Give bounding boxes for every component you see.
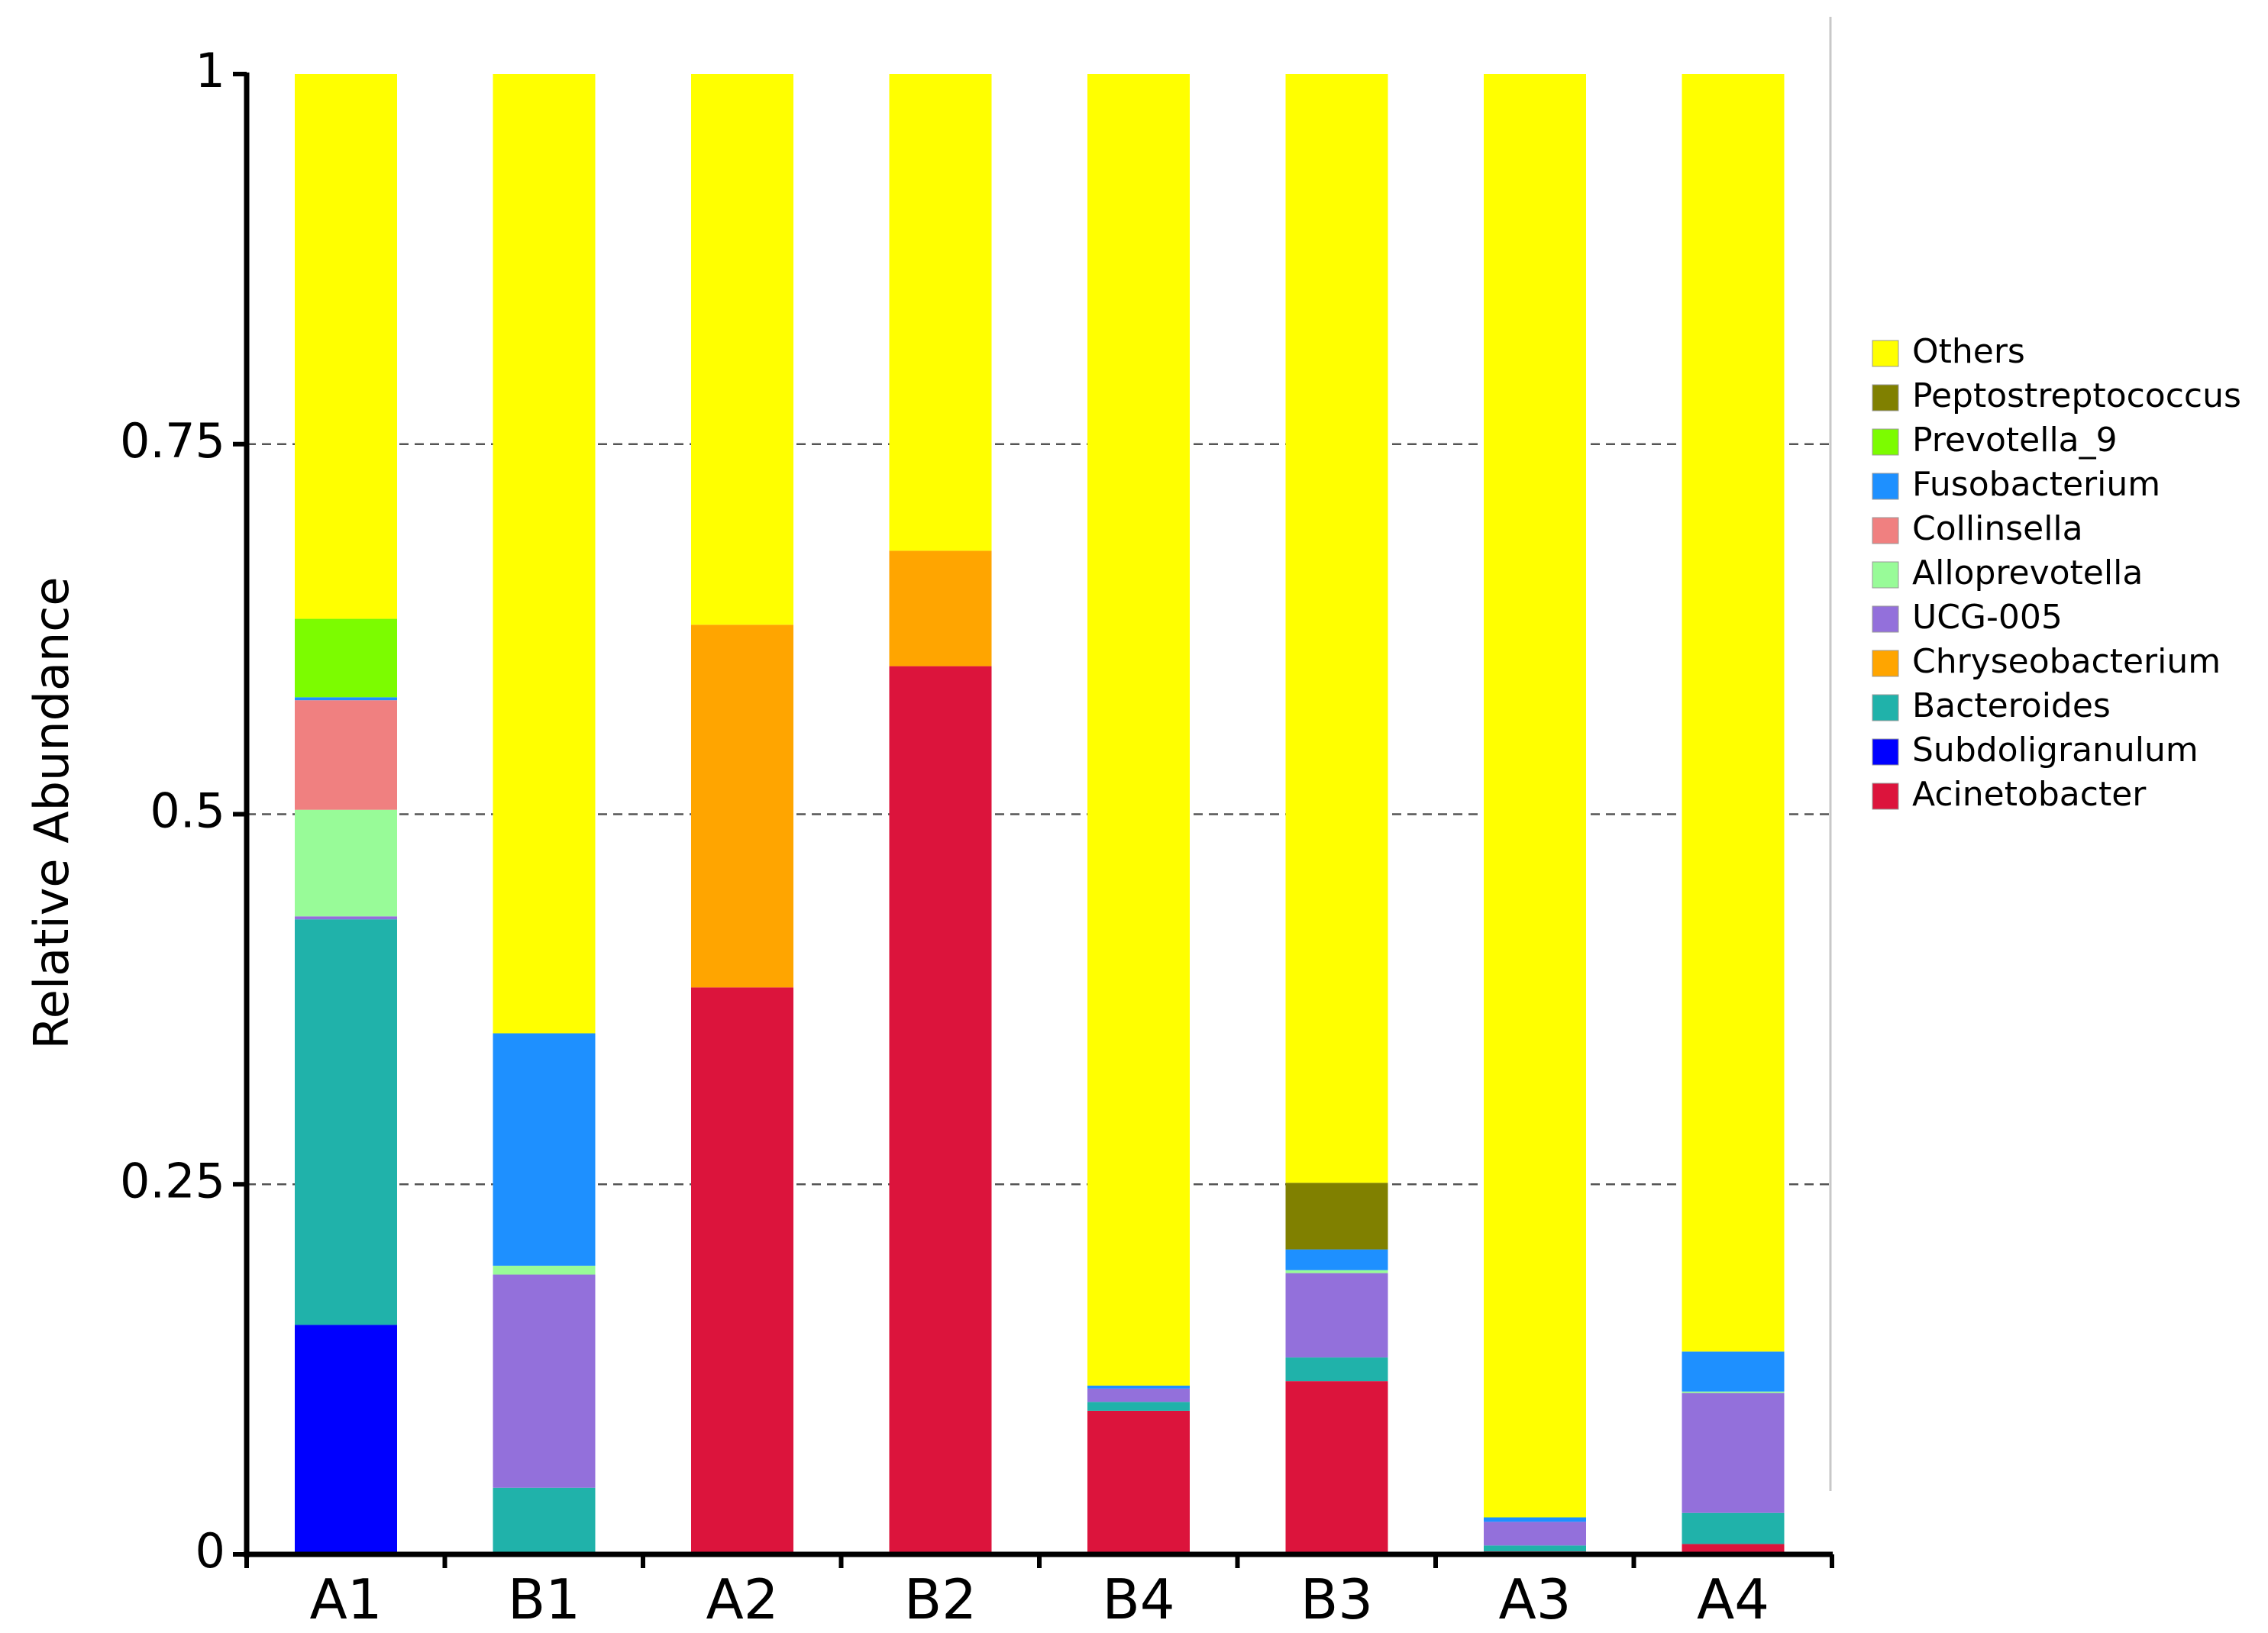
bar-segment-A1-UCG-005 [295, 916, 397, 920]
y-axis-label: Relative Abundance [24, 577, 79, 1050]
legend-label: Acinetobacter [1912, 775, 2147, 814]
legend-swatch [1872, 694, 1899, 721]
legend-swatch [1872, 605, 1899, 633]
bar-segment-B4-Bacteroides [1087, 1402, 1190, 1411]
bar-segment-B3-Fusobacterium [1285, 1249, 1388, 1270]
bar-segment-B3-Others [1285, 74, 1388, 1183]
bar-segment-A2-Chryseobacterium [691, 624, 793, 988]
bar-segment-B2-Chryseobacterium [889, 550, 992, 666]
y-tick-label: 1 [195, 43, 225, 98]
y-tick-label: 0.25 [120, 1153, 225, 1209]
axes: 0 0.25 0.5 0.75 1 A1 B1 A2 B2 B4 B3 A3 A4 [120, 43, 1834, 1631]
bar-segment-A1-Bacteroides [295, 919, 397, 1325]
legend-swatch [1872, 384, 1899, 411]
bar-segment-B4-UCG-005 [1087, 1388, 1190, 1402]
legend-swatch [1872, 738, 1899, 766]
bar-segment-A1-Fusobacterium [295, 697, 397, 701]
x-tick-label: A1 [309, 1567, 382, 1631]
bar-segment-B3-Alloprevotella [1285, 1270, 1388, 1273]
bar-segment-A1-Alloprevotella [295, 809, 397, 917]
bar-segment-B1-Alloprevotella [493, 1265, 596, 1275]
x-tick-label: B2 [904, 1567, 977, 1631]
bar-segment-A3-Others [1484, 74, 1586, 1518]
legend-swatch [1872, 783, 1899, 810]
bar-segment-A3-Fusobacterium [1484, 1517, 1586, 1522]
bar-segment-A4-UCG-005 [1682, 1393, 1785, 1513]
bar-segment-B4-Fusobacterium [1087, 1385, 1190, 1389]
bars [295, 74, 1785, 1554]
x-tick-label: B3 [1300, 1567, 1373, 1631]
bar-segment-A2-Acinetobacter [691, 987, 793, 1554]
bar-segment-A3-UCG-005 [1484, 1522, 1586, 1546]
bar-segment-B3-Bacteroides [1285, 1357, 1388, 1382]
bar-segment-B1-UCG-005 [493, 1274, 596, 1488]
bar-segment-A2-Others [691, 74, 793, 625]
legend-label: Others [1912, 332, 2025, 371]
bar-segment-A1-Others [295, 74, 397, 619]
legend-label: Alloprevotella [1912, 553, 2143, 592]
bar-segment-A4-Alloprevotella [1682, 1391, 1785, 1393]
bar-segment-B2-Acinetobacter [889, 666, 992, 1554]
bar-segment-B3-Peptostreptococcus [1285, 1183, 1388, 1250]
bar-segment-A1-Subdoligranulum [295, 1325, 397, 1554]
bar-segment-A4-Others [1682, 74, 1785, 1352]
legend-label: Collinsella [1912, 509, 2083, 548]
x-tick-label: A3 [1498, 1567, 1571, 1631]
x-tick-label: B1 [508, 1567, 580, 1631]
legend: Others Peptostreptococcus Prevotella_9 Fuso… [1872, 332, 2241, 814]
legend-label: UCG-005 [1912, 598, 2063, 637]
bar-segment-B1-Fusobacterium [493, 1033, 596, 1266]
legend-swatch [1872, 561, 1899, 589]
bar-segment-A1-Collinsella [295, 700, 397, 810]
bar-segment-A3-Bacteroides [1484, 1545, 1586, 1552]
legend-label: Prevotella_9 [1912, 421, 2118, 460]
bar-segment-B1-Bacteroides [493, 1487, 596, 1554]
legend-swatch [1872, 650, 1899, 677]
legend-swatch [1872, 428, 1899, 456]
x-tick-label: A2 [706, 1567, 778, 1631]
legend-label: Bacteroides [1912, 686, 2111, 725]
bar-segment-A4-Fusobacterium [1682, 1351, 1785, 1392]
bar-segment-B2-Others [889, 74, 992, 551]
bar-segment-B3-Acinetobacter [1285, 1381, 1388, 1554]
legend-swatch [1872, 517, 1899, 544]
legend-swatch [1872, 340, 1899, 367]
legend-swatch [1872, 473, 1899, 500]
grid-lines [247, 17, 1832, 1491]
bar-segment-B4-Others [1087, 74, 1190, 1386]
bar-segment-B3-UCG-005 [1285, 1273, 1388, 1358]
x-tick-label: A4 [1697, 1567, 1769, 1631]
legend-label: Chryseobacterium [1912, 642, 2221, 681]
y-tick-label: 0.5 [150, 783, 225, 839]
y-tick-label: 0.75 [120, 413, 225, 469]
bar-segment-A1-Prevotella_9 [295, 618, 397, 698]
bar-segment-B1-Others [493, 74, 596, 1034]
legend-label: Subdoligranulum [1912, 731, 2199, 770]
legend-label: Peptostreptococcus [1912, 376, 2241, 415]
bar-segment-B4-Acinetobacter [1087, 1410, 1190, 1554]
y-tick-label: 0 [195, 1523, 225, 1579]
bar-segment-A4-Bacteroides [1682, 1512, 1785, 1544]
x-tick-label: B4 [1102, 1567, 1174, 1631]
legend-label: Fusobacterium [1912, 465, 2160, 504]
